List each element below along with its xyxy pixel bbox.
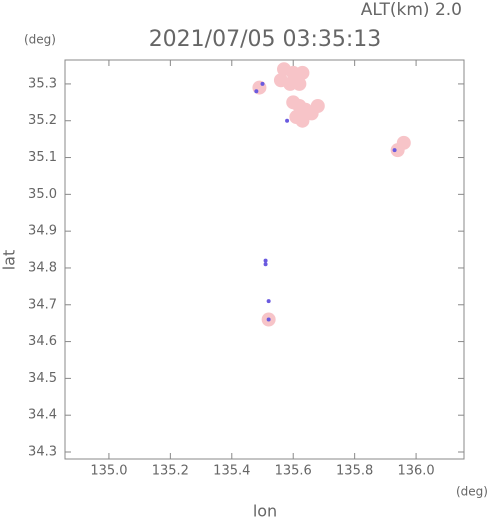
y-tick-label: 35.1 <box>28 150 57 165</box>
y-tick-label: 34.8 <box>28 260 57 275</box>
y-tick-label: 35.3 <box>28 76 57 91</box>
y-tick-label: 34.7 <box>28 297 57 312</box>
y-tick-label: 35.0 <box>28 187 57 202</box>
echo <box>273 73 288 88</box>
x-tick-label: 135.6 <box>275 464 312 479</box>
x-axis-label: lon <box>253 502 277 521</box>
x-tick-label: 135.4 <box>213 464 250 479</box>
y-tick-label: 34.9 <box>28 224 57 239</box>
chart-title: 2021/07/05 03:35:13 <box>149 27 382 52</box>
echo <box>295 65 310 80</box>
y-tick-label: 34.6 <box>28 334 57 349</box>
y-tick-label: 35.2 <box>28 113 57 128</box>
x-tick-label: 135.0 <box>90 464 127 479</box>
echo <box>260 81 265 86</box>
x-tick-label: 135.8 <box>336 464 373 479</box>
x-unit: (deg) <box>456 485 488 499</box>
echo <box>304 106 319 121</box>
echo <box>396 135 411 150</box>
y-tick-label: 34.3 <box>28 445 57 460</box>
y-tick-label: 34.5 <box>28 371 57 386</box>
y-axis-label: lat <box>0 250 19 271</box>
echo <box>263 262 268 267</box>
x-tick-label: 135.2 <box>152 464 189 479</box>
echo <box>263 258 268 263</box>
echo <box>266 317 271 322</box>
subtitle: ALT(km) 2.0 <box>361 0 462 20</box>
y-tick-label: 34.4 <box>28 408 57 423</box>
echo <box>252 80 267 95</box>
y-unit: (deg) <box>24 33 56 47</box>
echo <box>266 299 271 304</box>
echo <box>392 148 397 153</box>
echo <box>285 118 290 123</box>
x-tick-label: 136.0 <box>397 464 434 479</box>
plot-frame <box>64 59 465 460</box>
echo <box>292 76 307 91</box>
echo <box>254 89 259 94</box>
